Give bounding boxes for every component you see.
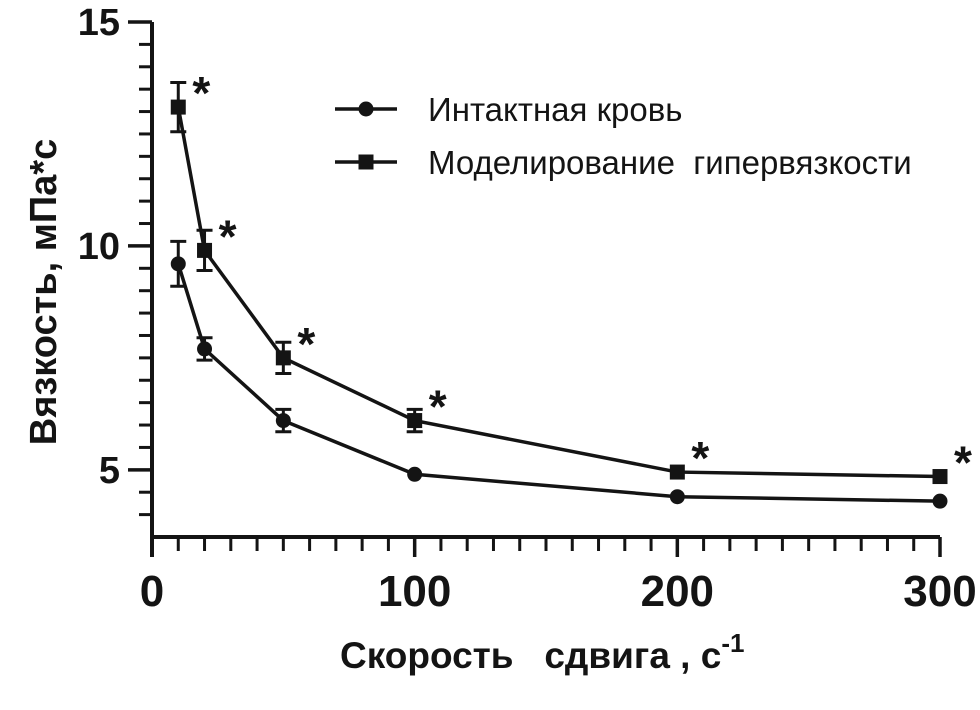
significance-asterisk: * <box>219 210 237 262</box>
data-point-circle <box>275 413 291 429</box>
x-tick-label: 100 <box>378 567 451 616</box>
x-tick-label: 300 <box>903 567 976 616</box>
significance-asterisk: * <box>954 437 972 489</box>
series-line-0 <box>176 263 941 503</box>
legend-item-intact-blood: Интактная кровь <box>335 91 682 128</box>
data-point-circle <box>932 493 948 509</box>
legend-label-hyperviscosity: Моделирование гипервязкости <box>428 144 912 181</box>
y-tick-label: 15 <box>78 2 120 44</box>
data-point-square <box>197 242 213 258</box>
series-line-1 <box>176 106 941 479</box>
x-tick-label: 200 <box>641 567 714 616</box>
significance-asterisk: * <box>691 432 709 484</box>
data-point-square <box>932 469 948 485</box>
data-point-square <box>170 99 186 115</box>
data-point-circle <box>170 256 186 272</box>
legend-label-intact-blood: Интактная кровь <box>428 91 682 128</box>
x-axis-title-main: Скорость сдвига , с <box>340 635 721 676</box>
x-axis-title: Скорость сдвига , с-1 <box>340 628 744 676</box>
x-tick-label: 0 <box>140 567 164 616</box>
legend-item-hyperviscosity: Моделирование гипервязкости <box>335 144 912 181</box>
data-point-circle <box>197 341 213 357</box>
data-point-circle <box>669 489 685 505</box>
significance-asterisk: * <box>429 381 447 433</box>
legend-square-marker-icon <box>358 154 374 170</box>
data-series-layer: * * * * * * <box>170 67 972 509</box>
data-point-square <box>275 350 291 366</box>
significance-asterisk: * <box>297 318 315 370</box>
x-axis-title-superscript: -1 <box>721 628 744 658</box>
data-point-square <box>669 464 685 480</box>
axes-layer: 5 10 15 0 100 200 300 <box>78 2 977 616</box>
data-point-square <box>407 413 423 429</box>
legend: Интактная кровь Моделирование гипервязко… <box>335 91 912 181</box>
significance-asterisk: * <box>192 67 210 119</box>
y-tick-label: 10 <box>78 226 120 268</box>
y-tick-label: 5 <box>99 450 120 492</box>
y-axis-title: Вязкость, мПа*с <box>23 139 65 445</box>
data-point-circle <box>407 466 423 482</box>
legend-circle-marker-icon <box>358 101 374 117</box>
